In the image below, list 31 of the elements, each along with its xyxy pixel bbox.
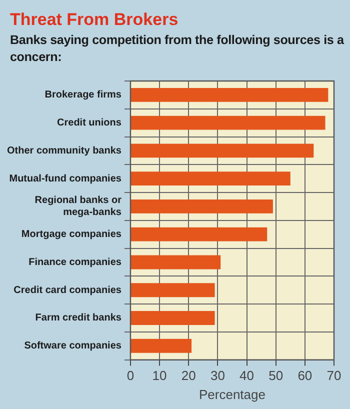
x-tick-label: 40 xyxy=(240,368,254,384)
bar xyxy=(130,311,215,325)
y-tick-label: Mortgage companies xyxy=(21,229,122,240)
y-tick-label: Finance companies xyxy=(28,256,122,268)
bar xyxy=(130,144,314,158)
x-tick-label: 60 xyxy=(298,368,312,384)
x-axis-title: Percentage xyxy=(198,386,266,402)
bar xyxy=(130,116,326,130)
x-tick-label: 50 xyxy=(268,368,284,384)
x-tick-label: 20 xyxy=(181,368,196,384)
bar xyxy=(130,172,290,186)
y-tick-label: Credit unions xyxy=(57,118,122,129)
y-tick-label: Other community banks xyxy=(7,145,122,156)
bar xyxy=(130,283,215,298)
chart-title: Threat From Brokers xyxy=(10,10,178,30)
bar xyxy=(130,199,273,214)
x-tick-label: 0 xyxy=(126,368,134,384)
y-tick-label: Mutual-fund companies xyxy=(9,173,122,184)
y-tick-label: Credit card companies xyxy=(14,284,122,296)
y-tick-label: Regional banks or mega-banks xyxy=(34,195,122,218)
bar xyxy=(130,88,328,102)
x-tick-label: 30 xyxy=(210,368,225,384)
y-tick-label: Farm credit banks xyxy=(35,312,122,324)
y-tick-label: Brokerage firms xyxy=(44,90,122,101)
bar xyxy=(130,338,192,353)
chart-subtitle: Banks saying competition from the following sources is a concern: xyxy=(10,32,346,66)
bar xyxy=(130,227,268,242)
x-tick-label: 10 xyxy=(152,368,167,384)
bar xyxy=(130,255,221,270)
y-tick-label: Software companies xyxy=(24,340,122,352)
x-tick-label: 70 xyxy=(326,368,342,384)
